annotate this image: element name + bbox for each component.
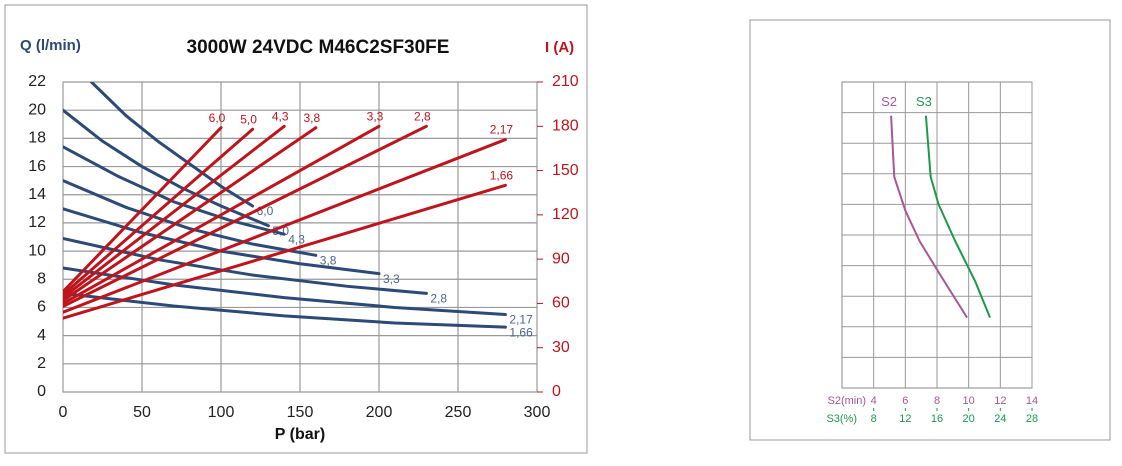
series-line <box>63 126 318 302</box>
x-tick-label: 200 <box>366 404 393 421</box>
y-tick-label: 14 <box>28 186 46 203</box>
series-label: 2,8 <box>430 292 447 306</box>
y2-tick-label: 150 <box>552 162 579 179</box>
y-tick-label: 4 <box>37 327 46 344</box>
y2-tick-label: 60 <box>552 295 570 312</box>
y-tick-label: 12 <box>28 214 46 231</box>
x2-tick-label: 8 <box>871 413 877 425</box>
series-label: 4,3 <box>288 232 305 246</box>
y-axis-label: Q (l/min) <box>20 37 81 54</box>
series-label: 1,66 <box>490 169 514 183</box>
series-label: 6,0 <box>209 111 226 125</box>
series-line <box>63 126 223 294</box>
x-tick-label: 50 <box>133 404 151 421</box>
x2-tick-label: 28 <box>1026 413 1038 425</box>
x-tick-label: 12 <box>994 395 1006 407</box>
series-line <box>63 127 255 297</box>
series-label: 4,3 <box>272 109 289 123</box>
series-line <box>890 115 968 319</box>
x2-tick-label: 20 <box>963 413 975 425</box>
x-tick-label: 10 <box>963 395 975 407</box>
series-line <box>63 266 507 316</box>
right-panel <box>749 19 1111 441</box>
y2-tick-label: 90 <box>552 250 570 267</box>
y-tick-label: 20 <box>28 101 46 118</box>
x-axis-label: P (bar) <box>275 426 325 443</box>
series-line <box>63 145 286 236</box>
series-label: 2,17 <box>490 123 514 137</box>
y2-tick-label: 210 <box>552 73 579 90</box>
x-axis-label: S2(min) <box>827 395 866 407</box>
x-tick-label: 6 <box>902 395 908 407</box>
x-tick-label: 0 <box>59 404 68 421</box>
series-label: 3,3 <box>367 109 384 123</box>
y-tick-label: 6 <box>37 299 46 316</box>
series-label: S3 <box>916 94 932 109</box>
series-label: 3,8 <box>320 253 337 267</box>
chart-title: 3000W 24VDC M46C2SF30FE <box>187 37 450 58</box>
left-panel <box>4 4 588 454</box>
series-line <box>63 183 507 320</box>
x2-tick-label: 24 <box>994 413 1006 425</box>
y-tick-label: 2 <box>37 355 46 372</box>
series-label: 1,66 <box>509 325 533 339</box>
x2-tick-label: 16 <box>931 413 943 425</box>
y-tick-label: 18 <box>28 130 46 147</box>
series-line <box>63 124 286 300</box>
series-line <box>63 124 428 308</box>
series-line <box>63 236 428 295</box>
x2-tick-label: 12 <box>899 413 911 425</box>
x-tick-label: 250 <box>445 404 472 421</box>
y2-axis-label: I (A) <box>545 39 574 56</box>
y-tick-label: 16 <box>28 158 46 175</box>
x-tick-label: 8 <box>934 395 940 407</box>
y2-tick-label: 30 <box>552 339 570 356</box>
x-tick-label: 14 <box>1026 395 1038 407</box>
series-line <box>924 115 991 318</box>
y-tick-label: 8 <box>37 270 46 287</box>
series-label: S2 <box>881 94 897 109</box>
x-tick-label: 150 <box>287 404 314 421</box>
series-label: 2,8 <box>414 109 431 123</box>
x-tick-label: 4 <box>871 395 877 407</box>
series-label: 3,3 <box>383 272 400 286</box>
series-line <box>63 138 507 314</box>
series-label: 3,8 <box>303 111 320 125</box>
y2-tick-label: 120 <box>552 206 579 223</box>
x2-axis-label: S3(%) <box>826 413 857 425</box>
series-line <box>63 124 381 305</box>
series-line <box>63 179 318 257</box>
series-line <box>63 291 507 329</box>
series-label: 2,17 <box>509 313 533 327</box>
y2-tick-label: 180 <box>552 118 579 135</box>
y2-tick-label: 0 <box>552 383 561 400</box>
series-label: 5,0 <box>240 112 257 126</box>
y-tick-label: 10 <box>28 242 46 259</box>
y-tick-label: 22 <box>28 73 46 90</box>
y-tick-label: 0 <box>37 383 46 400</box>
x-tick-label: 300 <box>524 404 551 421</box>
x-tick-label: 100 <box>208 404 235 421</box>
